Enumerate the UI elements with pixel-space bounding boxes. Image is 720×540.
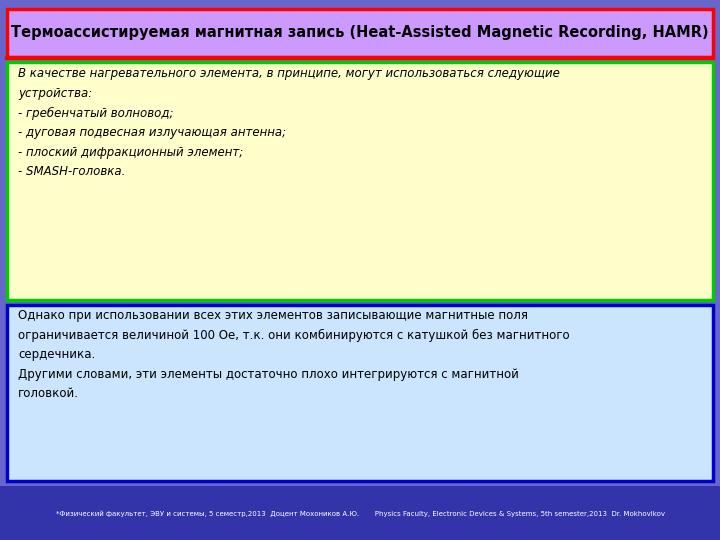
FancyBboxPatch shape	[7, 62, 713, 300]
FancyBboxPatch shape	[0, 486, 720, 540]
Text: Однако при использовании всех этих элементов записывающие магнитные поля
огранич: Однако при использовании всех этих элеме…	[18, 309, 570, 400]
FancyBboxPatch shape	[7, 305, 713, 481]
Text: *Физический факультет, ЭВУ и системы, 5 семестр,2013  Доцент Мохоников А.Ю.     : *Физический факультет, ЭВУ и системы, 5 …	[55, 511, 665, 517]
Text: Термоассистируемая магнитная запись (Heat-Assisted Magnetic Recording, HAMR): Термоассистируемая магнитная запись (Hea…	[12, 25, 708, 40]
Text: В качестве нагревательного элемента, в принципе, могут использоваться следующие
: В качестве нагревательного элемента, в п…	[18, 68, 560, 178]
FancyBboxPatch shape	[7, 9, 713, 57]
